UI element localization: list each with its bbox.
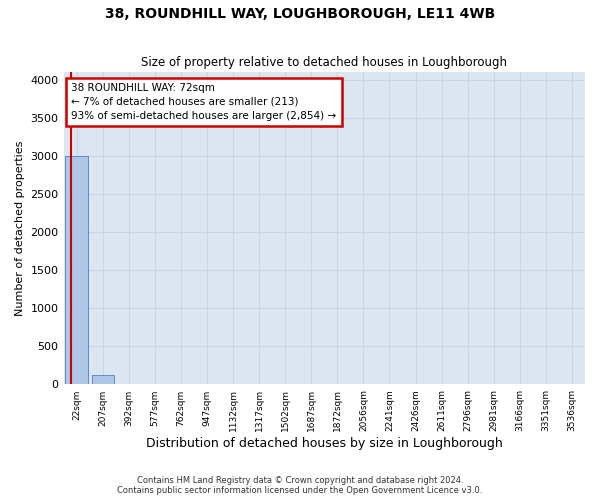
Title: Size of property relative to detached houses in Loughborough: Size of property relative to detached ho… (141, 56, 507, 70)
Text: Contains HM Land Registry data © Crown copyright and database right 2024.
Contai: Contains HM Land Registry data © Crown c… (118, 476, 482, 495)
Bar (65, 156, 88, 384)
Y-axis label: Number of detached properties: Number of detached properties (15, 140, 25, 316)
Bar (92, 374, 114, 384)
Text: 38, ROUNDHILL WAY, LOUGHBOROUGH, LE11 4WB: 38, ROUNDHILL WAY, LOUGHBOROUGH, LE11 4W… (105, 8, 495, 22)
Text: 38 ROUNDHILL WAY: 72sqm
← 7% of detached houses are smaller (213)
93% of semi-de: 38 ROUNDHILL WAY: 72sqm ← 7% of detached… (71, 83, 337, 121)
X-axis label: Distribution of detached houses by size in Loughborough: Distribution of detached houses by size … (146, 437, 503, 450)
